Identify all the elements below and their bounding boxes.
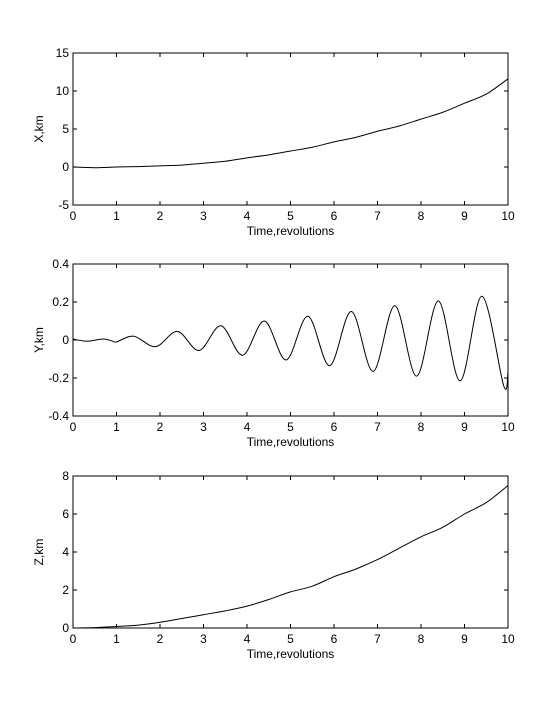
y-position-x-tick-label: 4	[244, 420, 251, 434]
z-position-series-line	[72, 485, 509, 629]
z-position-x-tick-label: 9	[461, 632, 468, 646]
z-position-x-tick-label: 4	[244, 632, 251, 646]
x-position-x-tick-label: 9	[461, 209, 468, 223]
x-position-x-tick-label: 4	[244, 209, 251, 223]
z-position-x-tick-label: 8	[418, 632, 425, 646]
y-position-x-tick-label: 0	[70, 420, 77, 434]
y-position-x-tick-label: 8	[418, 420, 425, 434]
x-position-x-tick-label: 1	[113, 209, 120, 223]
x-position-x-tick-label: 3	[200, 209, 207, 223]
z-position-x-tick-label: 2	[157, 632, 164, 646]
x-position-x-tick-label: 6	[331, 209, 338, 223]
y-position-y-tick-label: 0	[62, 333, 69, 347]
y-position-x-tick-label: 7	[374, 420, 381, 434]
x-position-x-axis-label: Time,revolutions	[247, 224, 335, 238]
z-position-x-tick-label: 0	[70, 632, 77, 646]
x-position-y-tick-label: 15	[56, 46, 70, 60]
x-position-x-tick-label: 2	[157, 209, 164, 223]
y-position-x-tick-label: 9	[461, 420, 468, 434]
y-position-y-tick-label: 0.2	[52, 295, 69, 309]
z-position-y-tick-label: 0	[62, 621, 69, 635]
x-position-x-tick-label: 0	[70, 209, 77, 223]
y-position-x-tick-label: 6	[331, 420, 338, 434]
z-position-x-tick-label: 7	[374, 632, 381, 646]
y-position-x-axis-label: Time,revolutions	[247, 435, 335, 449]
y-position-x-tick-label: 5	[287, 420, 294, 434]
x-position-x-tick-label: 7	[374, 209, 381, 223]
z-position-x-tick-label: 3	[200, 632, 207, 646]
z-position-y-axis-label: Z,km	[32, 539, 46, 566]
y-position-plot-frame	[72, 263, 509, 417]
y-position-y-tick-label: -0.4	[48, 409, 69, 423]
z-position-y-tick-label: 4	[62, 545, 69, 559]
y-position-y-tick-label: -0.2	[48, 371, 69, 385]
z-position-plot-frame	[72, 475, 509, 629]
x-position-plot-frame	[72, 52, 509, 206]
z-position-x-axis-label: Time,revolutions	[247, 647, 335, 661]
z-position-y-tick-label: 2	[62, 583, 69, 597]
x-position-y-tick-label: 5	[62, 122, 69, 136]
y-position-x-tick-label: 2	[157, 420, 164, 434]
x-position-series-line	[72, 78, 509, 169]
z-position-chart: 0 1 2 3 4 5 6 7 8 9 10 0 2 4 6 8 Time,revolutions Z,km	[32, 469, 515, 661]
z-position-x-tick-label: 5	[287, 632, 294, 646]
x-position-y-tick-label: -5	[58, 198, 69, 212]
y-position-x-tick-label: 10	[501, 420, 515, 434]
x-position-x-tick-label: 5	[287, 209, 294, 223]
z-position-y-tick-label: 6	[62, 507, 69, 521]
z-position-x-tick-label: 6	[331, 632, 338, 646]
z-position-y-tick-label: 8	[62, 469, 69, 483]
y-position-y-axis-label: Y,km	[32, 327, 46, 353]
x-position-x-tick-label: 8	[418, 209, 425, 223]
y-position-series-line	[72, 295, 509, 390]
y-position-x-tick-label: 3	[200, 420, 207, 434]
y-position-y-tick-label: 0.4	[52, 257, 69, 271]
x-position-y-tick-label: 0	[62, 160, 69, 174]
z-position-x-tick-label: 10	[501, 632, 515, 646]
x-position-x-tick-label: 10	[501, 209, 515, 223]
y-position-chart: 0 1 2 3 4 5 6 7 8 9 10 -0.4 -0.2 0 0.2 0.4 Time,revoluti…	[32, 257, 515, 449]
x-position-y-axis-label: X,km	[32, 115, 46, 142]
z-position-x-tick-label: 1	[113, 632, 120, 646]
x-position-y-tick-label: 10	[56, 84, 70, 98]
y-position-x-tick-label: 1	[113, 420, 120, 434]
